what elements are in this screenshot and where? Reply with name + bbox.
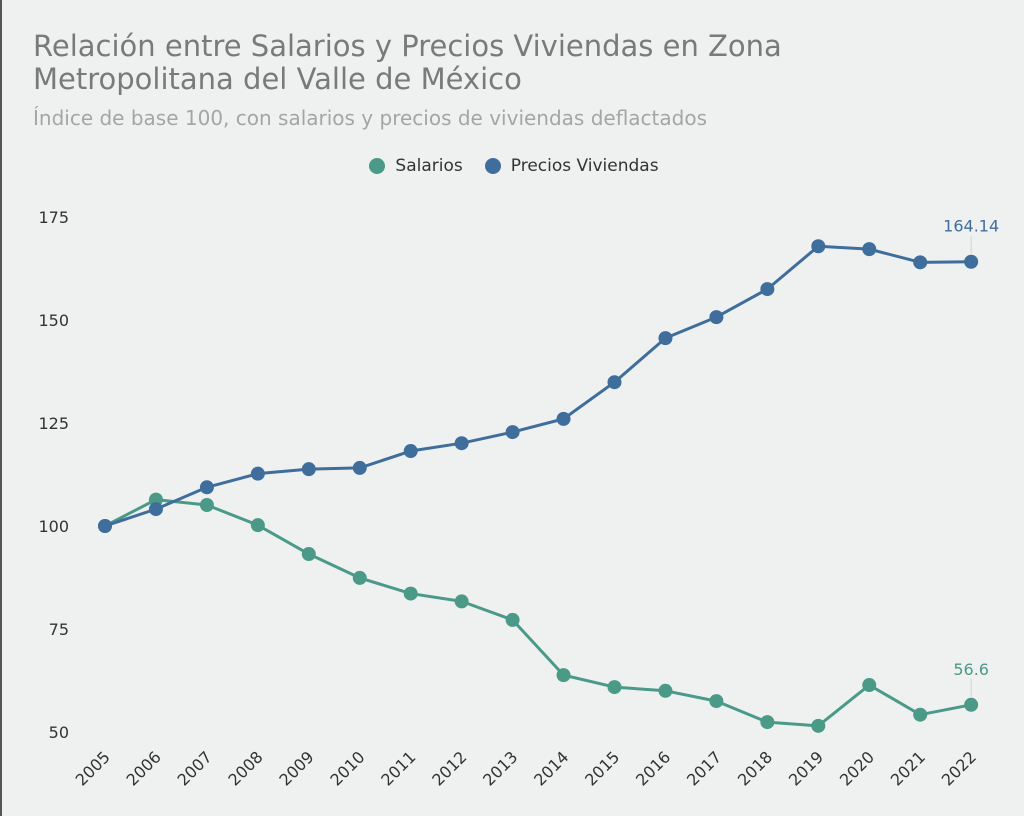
data-label: 56.6 [953, 660, 989, 679]
data-point [403, 444, 418, 459]
x-tick-label: 2014 [530, 747, 572, 789]
data-point [98, 519, 112, 533]
legend-marker-precios-viviendas [484, 158, 501, 174]
x-tick-label: 2010 [326, 747, 368, 789]
data-point [913, 255, 928, 270]
data-point [352, 570, 367, 585]
data-point [250, 518, 265, 533]
x-tick-label: 2008 [224, 747, 266, 789]
x-tick-label: 2012 [428, 747, 470, 789]
y-tick-label: 75 [49, 620, 69, 639]
y-tick-label: 50 [49, 723, 69, 742]
y-tick-label: 100 [38, 517, 69, 536]
data-point [607, 680, 622, 695]
x-tick-label: 2006 [123, 747, 165, 789]
data-point [658, 683, 673, 698]
y-tick-label: 125 [38, 414, 69, 433]
chart-subtitle: Índice de base 100, con salarios y preci… [33, 106, 708, 130]
data-point [556, 668, 571, 683]
data-point [811, 718, 826, 733]
data-point [403, 586, 418, 601]
data-point [199, 480, 214, 495]
data-point [811, 239, 826, 254]
data-point [760, 282, 775, 297]
data-point [199, 497, 214, 512]
data-point [505, 612, 520, 627]
x-tick-label: 2018 [734, 747, 776, 789]
data-point [964, 697, 979, 712]
data-point [505, 425, 520, 440]
data-point [301, 547, 316, 562]
legend-item-salarios[interactable]: Salarios [369, 156, 463, 176]
x-tick-label: 2020 [836, 747, 878, 789]
y-tick-label: 150 [38, 311, 69, 330]
data-point [352, 460, 367, 475]
data-point [862, 678, 877, 693]
data-point [250, 466, 265, 481]
legend-marker-salarios [369, 158, 386, 174]
x-tick-label: 2009 [275, 747, 317, 789]
data-point [148, 502, 163, 517]
chart-title: Relación entre Salarios y Precios Vivien… [33, 29, 782, 96]
x-tick-label: 2007 [174, 747, 216, 789]
data-point [301, 462, 316, 477]
y-tick-label: 175 [38, 208, 69, 227]
x-tick-label: 2019 [785, 747, 827, 789]
series-line-precios-viviendas [104, 244, 972, 528]
x-tick-label: 2005 [72, 747, 114, 789]
legend-label-precios-viviendas: Precios Viviendas [510, 156, 659, 176]
data-point [607, 375, 622, 390]
x-tick-label: 2016 [632, 747, 674, 789]
data-point [862, 242, 877, 257]
legend-label-salarios: Salarios [395, 156, 463, 176]
data-point [709, 694, 724, 709]
x-tick-label: 2021 [887, 747, 929, 789]
data-point [760, 715, 775, 730]
data-point [454, 594, 469, 609]
x-tick-label: 2022 [938, 747, 980, 789]
x-tick-label: 2017 [683, 747, 725, 789]
legend-item-precios-viviendas[interactable]: Precios Viviendas [484, 156, 659, 176]
data-point [964, 254, 979, 269]
data-label: 164.14 [943, 217, 999, 236]
legend: Salarios Precios Viviendas [2, 156, 1024, 176]
data-point [658, 331, 673, 346]
data-point [913, 707, 928, 722]
x-tick-label: 2011 [377, 747, 419, 789]
data-point [556, 411, 571, 426]
data-point [454, 436, 469, 451]
x-tick-label: 2013 [479, 747, 521, 789]
data-point [709, 310, 724, 325]
x-tick-label: 2015 [581, 747, 623, 789]
series-line-salarios [104, 498, 972, 728]
